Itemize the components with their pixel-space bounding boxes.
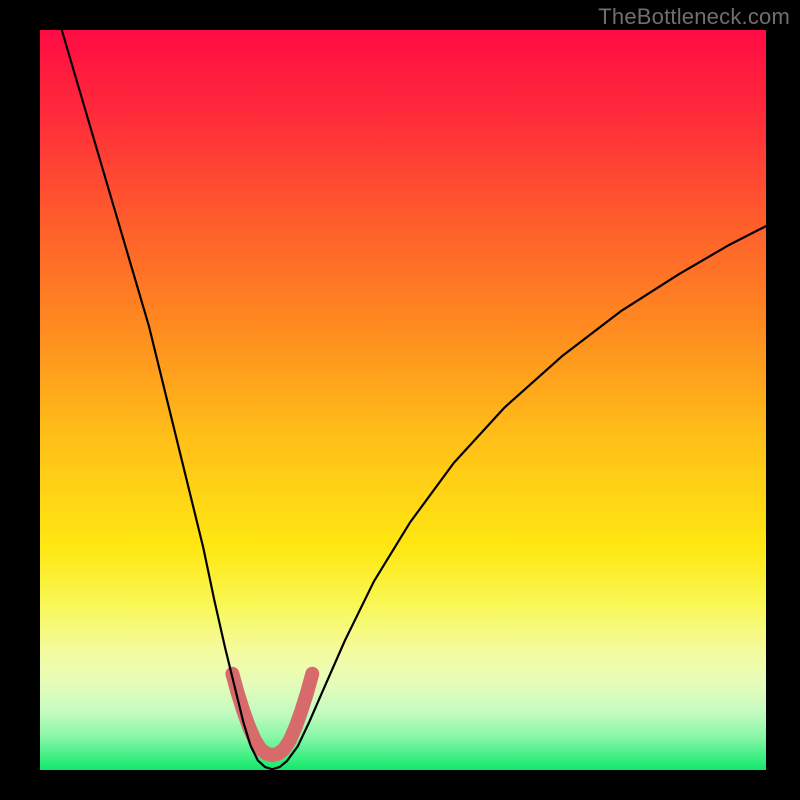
bottleneck-chart: [0, 0, 800, 800]
plot-background: [40, 30, 766, 770]
watermark-text: TheBottleneck.com: [598, 4, 790, 30]
chart-container: TheBottleneck.com: [0, 0, 800, 800]
